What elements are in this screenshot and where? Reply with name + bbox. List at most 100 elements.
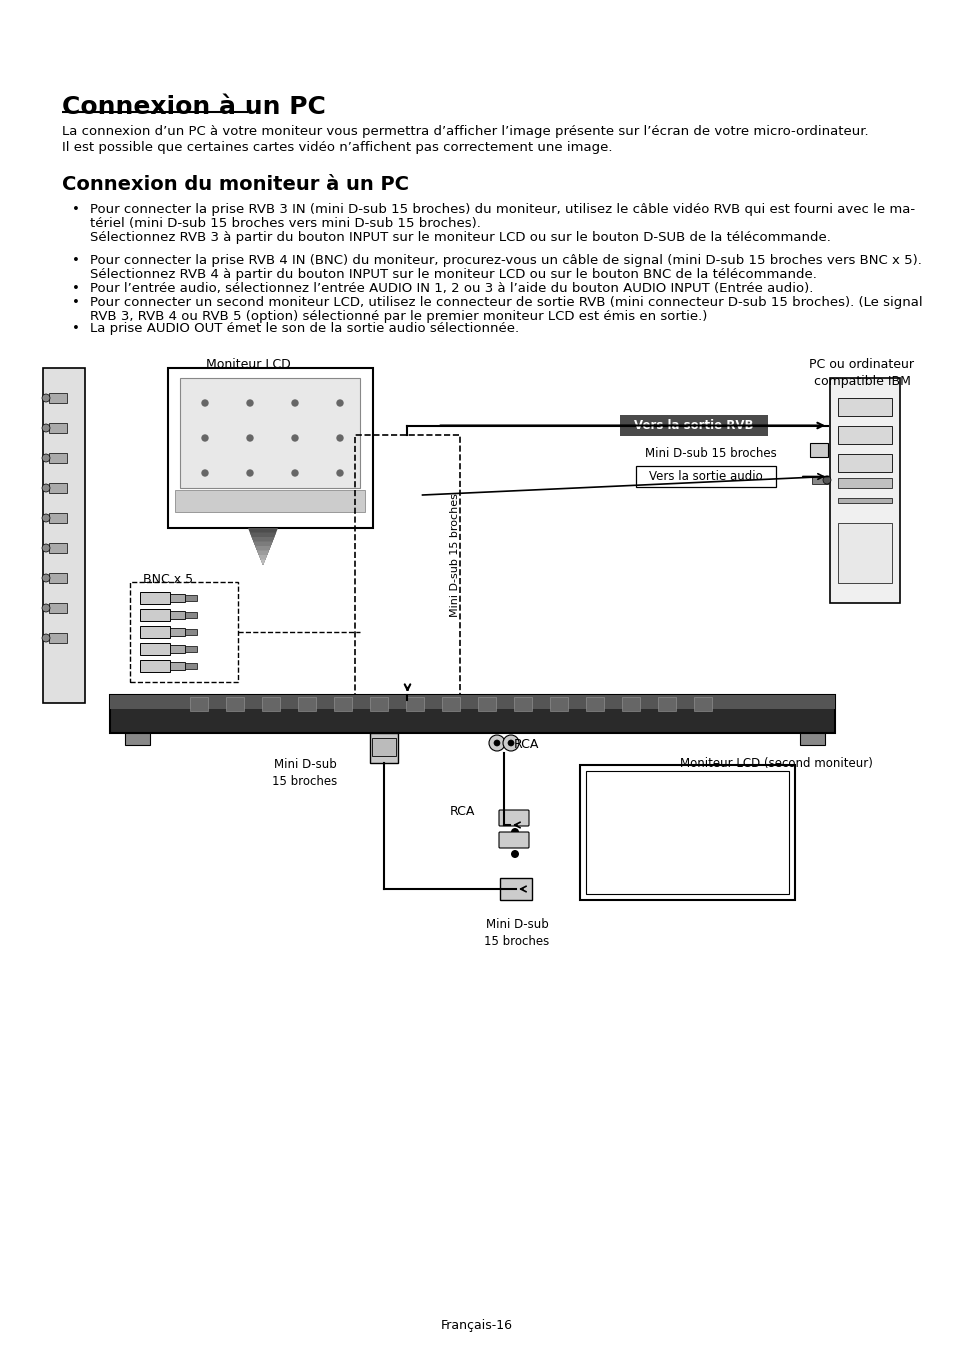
Bar [43, 367, 85, 703]
Bar [190, 697, 208, 711]
Text: Il est possible que certaines cartes vidéo n’affichent pas correctement une imag: Il est possible que certaines cartes vid… [62, 141, 612, 154]
Bar [170, 628, 185, 636]
Text: Mini D-sub 15 broches: Mini D-sub 15 broches [450, 493, 459, 617]
Bar [297, 697, 315, 711]
Bar [49, 634, 67, 643]
Circle shape [42, 454, 50, 462]
Bar [185, 612, 196, 617]
Bar [809, 443, 827, 457]
Text: Mini D-sub 15 broches: Mini D-sub 15 broches [644, 447, 776, 459]
Bar [174, 490, 365, 512]
Circle shape [202, 400, 208, 407]
Circle shape [247, 435, 253, 440]
Text: Sélectionnez RVB 4 à partir du bouton INPUT sur le moniteur LCD ou sur le bouton: Sélectionnez RVB 4 à partir du bouton IN… [90, 267, 816, 281]
Bar [514, 697, 532, 711]
Text: tériel (mini D-sub 15 broches vers mini D-sub 15 broches).: tériel (mini D-sub 15 broches vers mini … [90, 218, 480, 230]
Bar [170, 662, 185, 670]
Bar [355, 435, 459, 700]
Text: Français-16: Français-16 [440, 1319, 513, 1332]
Circle shape [336, 470, 343, 476]
Circle shape [42, 604, 50, 612]
Circle shape [494, 740, 499, 746]
Text: •: • [71, 203, 80, 216]
Bar [811, 476, 827, 484]
Circle shape [489, 735, 504, 751]
Text: Pour connecter la prise RVB 4 IN (BNC) du moniteur, procurez-vous un câble de si: Pour connecter la prise RVB 4 IN (BNC) d… [90, 254, 921, 267]
Bar [49, 513, 67, 523]
Circle shape [42, 513, 50, 521]
Bar [170, 644, 185, 653]
Circle shape [202, 470, 208, 476]
Bar [406, 697, 423, 711]
Bar [579, 765, 794, 900]
Bar [658, 697, 676, 711]
Bar [185, 630, 196, 635]
Text: PC ou ordinateur
compatible IBM: PC ou ordinateur compatible IBM [809, 358, 914, 388]
Text: Moniteur LCD (second moniteur): Moniteur LCD (second moniteur) [679, 757, 872, 770]
Bar [262, 697, 280, 711]
Circle shape [42, 544, 50, 553]
Polygon shape [258, 555, 267, 565]
Bar [49, 484, 67, 493]
Polygon shape [252, 536, 274, 565]
Circle shape [511, 828, 518, 836]
Bar [372, 738, 395, 757]
FancyBboxPatch shape [498, 811, 529, 825]
Bar [168, 367, 373, 528]
Polygon shape [255, 546, 271, 565]
Bar [226, 697, 244, 711]
Bar [185, 594, 196, 601]
Circle shape [42, 634, 50, 642]
Bar [110, 694, 834, 709]
Bar [621, 697, 639, 711]
Bar [499, 878, 532, 900]
Bar [441, 697, 459, 711]
Text: Moniteur LCD: Moniteur LCD [206, 358, 290, 372]
Bar [49, 393, 67, 403]
Bar [837, 426, 891, 444]
Bar [585, 771, 788, 894]
Bar [140, 626, 170, 638]
Circle shape [42, 394, 50, 403]
Bar [837, 499, 891, 503]
Text: Sélectionnez RVB 3 à partir du bouton INPUT sur le moniteur LCD ou sur le bouton: Sélectionnez RVB 3 à partir du bouton IN… [90, 231, 830, 245]
Bar [837, 478, 891, 488]
Circle shape [247, 400, 253, 407]
Bar [585, 697, 603, 711]
Bar [49, 423, 67, 434]
Bar [125, 734, 150, 744]
Bar [49, 453, 67, 463]
Circle shape [336, 400, 343, 407]
Polygon shape [260, 559, 265, 565]
Bar [370, 697, 388, 711]
Text: Connexion à un PC: Connexion à un PC [62, 95, 326, 119]
Text: Connexion du moniteur à un PC: Connexion du moniteur à un PC [62, 176, 409, 195]
Text: La connexion d’un PC à votre moniteur vous permettra d’afficher l’image présente: La connexion d’un PC à votre moniteur vo… [62, 126, 868, 138]
Bar [49, 603, 67, 613]
Bar [693, 697, 711, 711]
Bar [370, 734, 397, 763]
Bar [110, 694, 834, 734]
Circle shape [247, 470, 253, 476]
Bar [140, 661, 170, 671]
Circle shape [511, 850, 518, 858]
Bar [837, 523, 891, 584]
Polygon shape [253, 542, 273, 565]
Circle shape [292, 470, 297, 476]
Bar [49, 573, 67, 584]
Bar [185, 646, 196, 653]
Text: RCA: RCA [450, 805, 475, 817]
Circle shape [292, 400, 297, 407]
Circle shape [42, 424, 50, 432]
Circle shape [507, 740, 514, 746]
Bar [130, 582, 237, 682]
Polygon shape [248, 528, 277, 565]
Text: •: • [71, 254, 80, 267]
Bar [837, 454, 891, 471]
Circle shape [822, 476, 830, 484]
Bar [477, 697, 496, 711]
Text: •: • [71, 322, 80, 335]
FancyBboxPatch shape [498, 832, 529, 848]
Bar [49, 543, 67, 553]
Bar [619, 415, 767, 436]
